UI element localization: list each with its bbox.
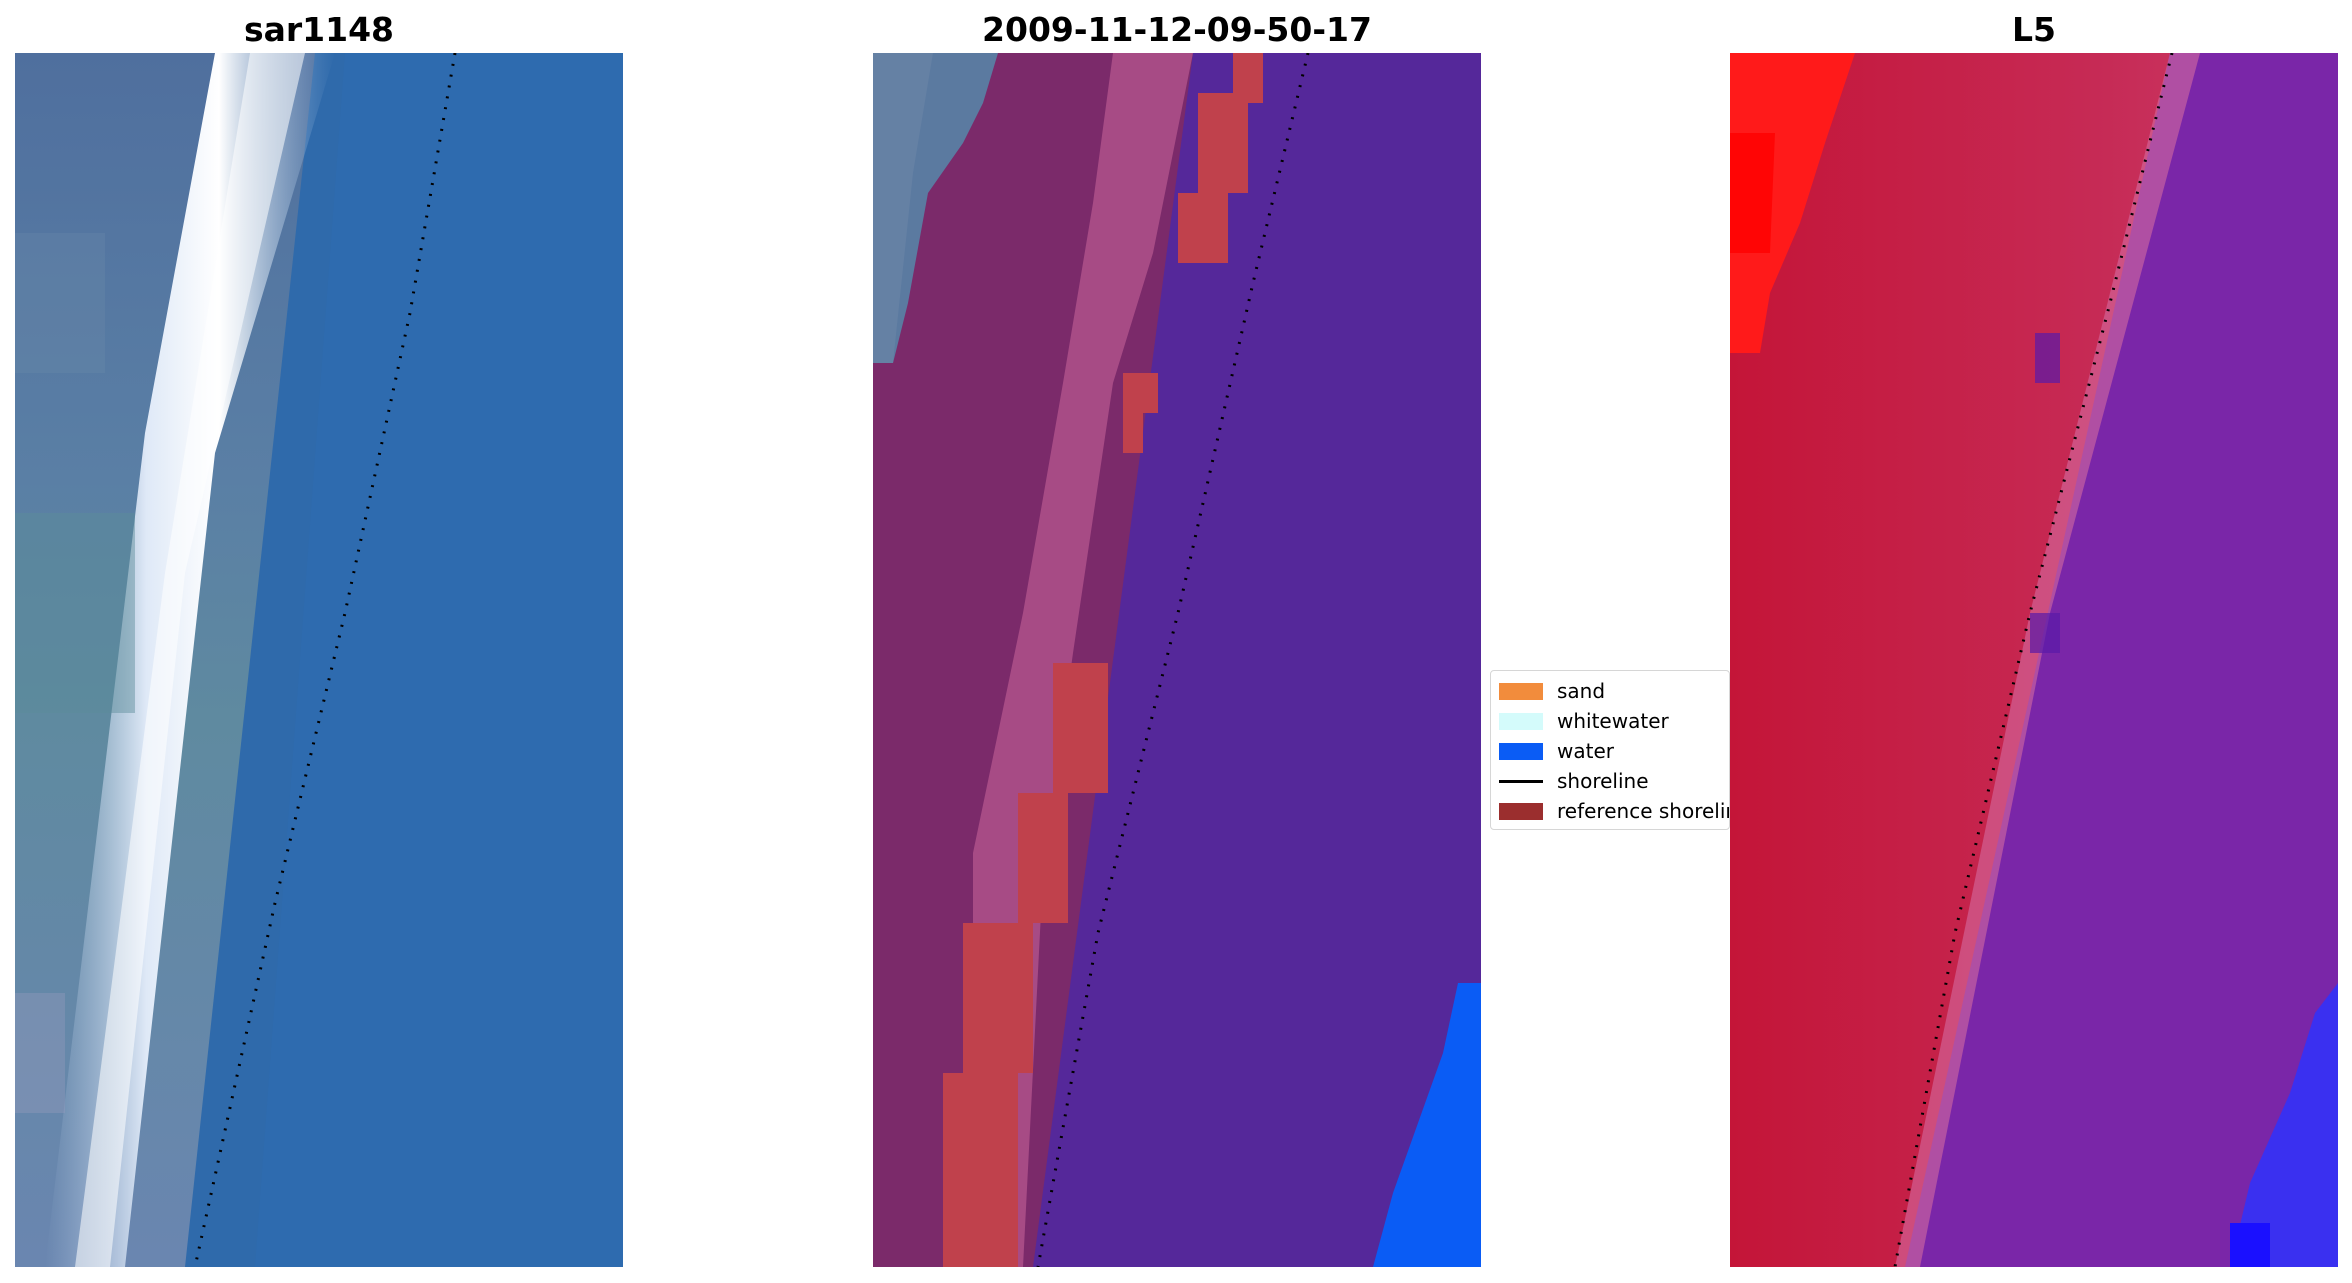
- panel-title-1: sar1148: [243, 10, 395, 49]
- legend-item-sand: sand: [1499, 676, 1605, 706]
- classified-image-panel: [873, 53, 1481, 1267]
- classified-image: [873, 53, 1481, 1267]
- sand-swatch: [1499, 682, 1543, 700]
- legend: sand whitewater water shoreline referenc…: [1490, 670, 1730, 830]
- legend-label-reference-shoreline: reference shoreline: [1557, 799, 1729, 823]
- panel-title-2: 2009-11-12-09-50-17: [982, 10, 1372, 49]
- legend-item-reference-shoreline: reference shoreline: [1499, 796, 1729, 826]
- whitewater-swatch: [1499, 712, 1543, 730]
- legend-label-water: water: [1557, 739, 1614, 763]
- legend-item-whitewater: whitewater: [1499, 706, 1669, 736]
- l5-image-panel: [1730, 53, 2338, 1267]
- water-swatch: [1499, 742, 1543, 760]
- legend-label-sand: sand: [1557, 679, 1606, 703]
- panel-title-3: L5: [2012, 10, 2056, 49]
- shoreline-line-icon: [1499, 779, 1543, 783]
- legend-item-shoreline: shoreline: [1499, 766, 1649, 796]
- legend-label-shoreline: shoreline: [1557, 769, 1649, 793]
- sar-image-panel: [15, 53, 623, 1267]
- sar-rgb-image: [15, 53, 623, 1267]
- legend-item-water: water: [1499, 736, 1614, 766]
- l5-image: [1730, 53, 2338, 1267]
- legend-label-whitewater: whitewater: [1557, 709, 1669, 733]
- reference-shoreline-swatch: [1499, 802, 1543, 820]
